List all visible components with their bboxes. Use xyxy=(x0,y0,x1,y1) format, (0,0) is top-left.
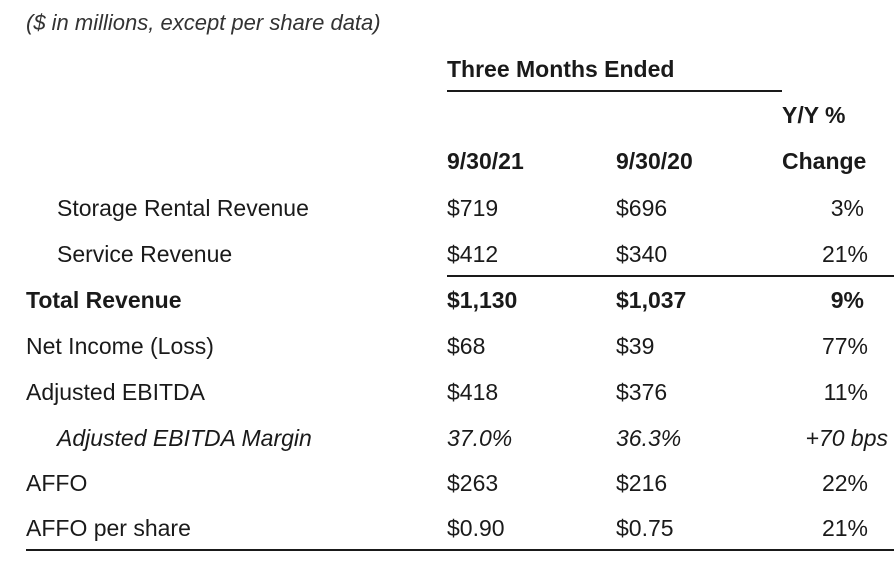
value-9-30-21: 37.0% xyxy=(447,425,513,451)
group-header-rule xyxy=(447,90,782,92)
column-header-9-30-20: 9/30/20 xyxy=(616,148,693,174)
row-label: Net Income (Loss) xyxy=(26,333,214,359)
value-9-30-21: $0.90 xyxy=(447,515,505,541)
row-label: Adjusted EBITDA xyxy=(26,379,205,405)
table-row: AFFO $263 $216 22% xyxy=(0,468,894,514)
value-change: 11% xyxy=(823,379,868,405)
value-change: 21% xyxy=(821,515,868,541)
value-9-30-21: $418 xyxy=(447,379,499,405)
table-row: Service Revenue $412 $340 21% xyxy=(0,239,894,285)
value-9-30-21: $719 xyxy=(447,195,499,221)
value-9-30-20: 36.3% xyxy=(616,425,682,451)
value-9-30-20: $1,037 xyxy=(616,287,687,313)
row-label: Adjusted EBITDA Margin xyxy=(57,425,312,451)
row-label: AFFO xyxy=(26,470,88,496)
column-header-9-30-21: 9/30/21 xyxy=(447,148,524,174)
value-change: +70 bps xyxy=(805,425,889,451)
value-9-30-21: $1,130 xyxy=(447,287,518,313)
row-label: Storage Rental Revenue xyxy=(57,195,309,221)
table-row: Net Income (Loss) $68 $39 77% xyxy=(0,331,894,377)
value-9-30-21: $263 xyxy=(447,470,499,496)
value-9-30-20: $0.75 xyxy=(616,515,674,541)
value-9-30-20: $216 xyxy=(616,470,668,496)
value-9-30-21: $68 xyxy=(447,333,486,359)
value-change: 9% xyxy=(830,287,864,313)
table-row: Storage Rental Revenue $719 $696 3% xyxy=(0,193,894,239)
table-row: AFFO per share $0.90 $0.75 21% xyxy=(0,513,894,559)
row-label: Total Revenue xyxy=(26,287,182,313)
value-change: 3% xyxy=(830,195,864,221)
row-label: Service Revenue xyxy=(57,241,233,267)
table-bottom-rule xyxy=(26,549,894,551)
table-row: Adjusted EBITDA Margin 37.0% 36.3% +70 b… xyxy=(0,423,894,469)
value-9-30-20: $696 xyxy=(616,195,668,221)
table-row: Total Revenue $1,130 $1,037 9% xyxy=(0,285,894,331)
value-change: 21% xyxy=(821,241,868,267)
value-9-30-20: $39 xyxy=(616,333,655,359)
units-note: ($ in millions, except per share data) xyxy=(26,10,381,35)
row-label: AFFO per share xyxy=(26,515,191,541)
value-9-30-20: $376 xyxy=(616,379,668,405)
value-9-30-20: $340 xyxy=(616,241,668,267)
column-header-change-line1: Y/Y % xyxy=(782,102,846,128)
table-row: Adjusted EBITDA $418 $376 11% xyxy=(0,377,894,423)
subtotal-rule xyxy=(447,275,894,277)
value-change: 77% xyxy=(821,333,868,359)
value-9-30-21: $412 xyxy=(447,241,499,267)
value-change: 22% xyxy=(821,470,868,496)
column-header-change-line2: Change xyxy=(782,148,867,174)
column-group-header: Three Months Ended xyxy=(447,56,675,82)
